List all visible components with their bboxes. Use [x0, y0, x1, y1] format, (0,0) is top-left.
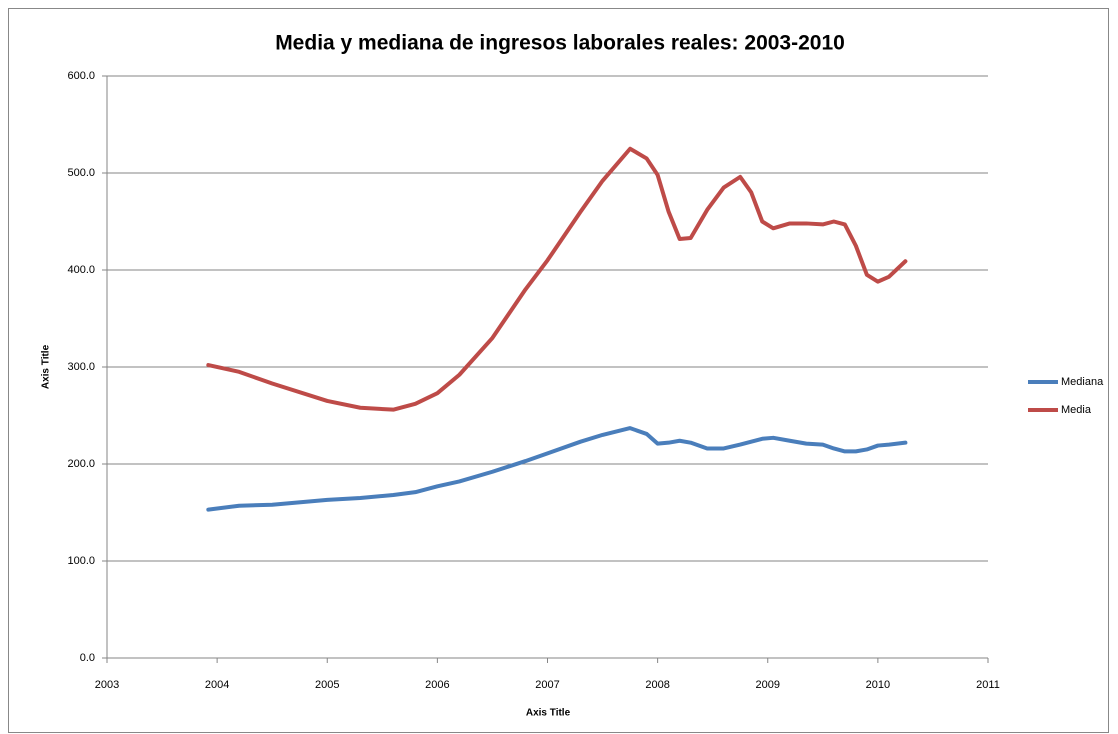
- y-tick-label: 300.0: [67, 361, 95, 373]
- y-tick-label: 600.0: [67, 70, 95, 82]
- x-tick-label: 2004: [205, 679, 229, 691]
- data-line: [206, 146, 908, 412]
- x-tick-label: 2006: [425, 679, 449, 691]
- y-tick-label: 200.0: [67, 458, 95, 470]
- chart-frame: [8, 8, 1109, 733]
- x-tick-label: 2007: [535, 679, 559, 691]
- data-line: [206, 426, 908, 512]
- legend-label: Mediana: [1061, 376, 1104, 388]
- y-tick-label: 0.0: [80, 652, 95, 664]
- x-tick-label: 2010: [866, 679, 890, 691]
- y-tick-label: 500.0: [67, 167, 95, 179]
- y-tick-label: 400.0: [67, 264, 95, 276]
- y-tick-label: 100.0: [67, 555, 95, 567]
- y-axis-title: Axis Title: [41, 344, 52, 389]
- legend-label: Media: [1061, 404, 1092, 416]
- x-tick-label: 2011: [976, 679, 1000, 691]
- x-tick-label: 2003: [95, 679, 119, 691]
- x-tick-label: 2008: [645, 679, 669, 691]
- chart-title: Media y mediana de ingresos laborales re…: [275, 32, 845, 55]
- x-tick-label: 2005: [315, 679, 339, 691]
- x-tick-label: 2009: [756, 679, 780, 691]
- x-axis-title: Axis Title: [526, 708, 571, 719]
